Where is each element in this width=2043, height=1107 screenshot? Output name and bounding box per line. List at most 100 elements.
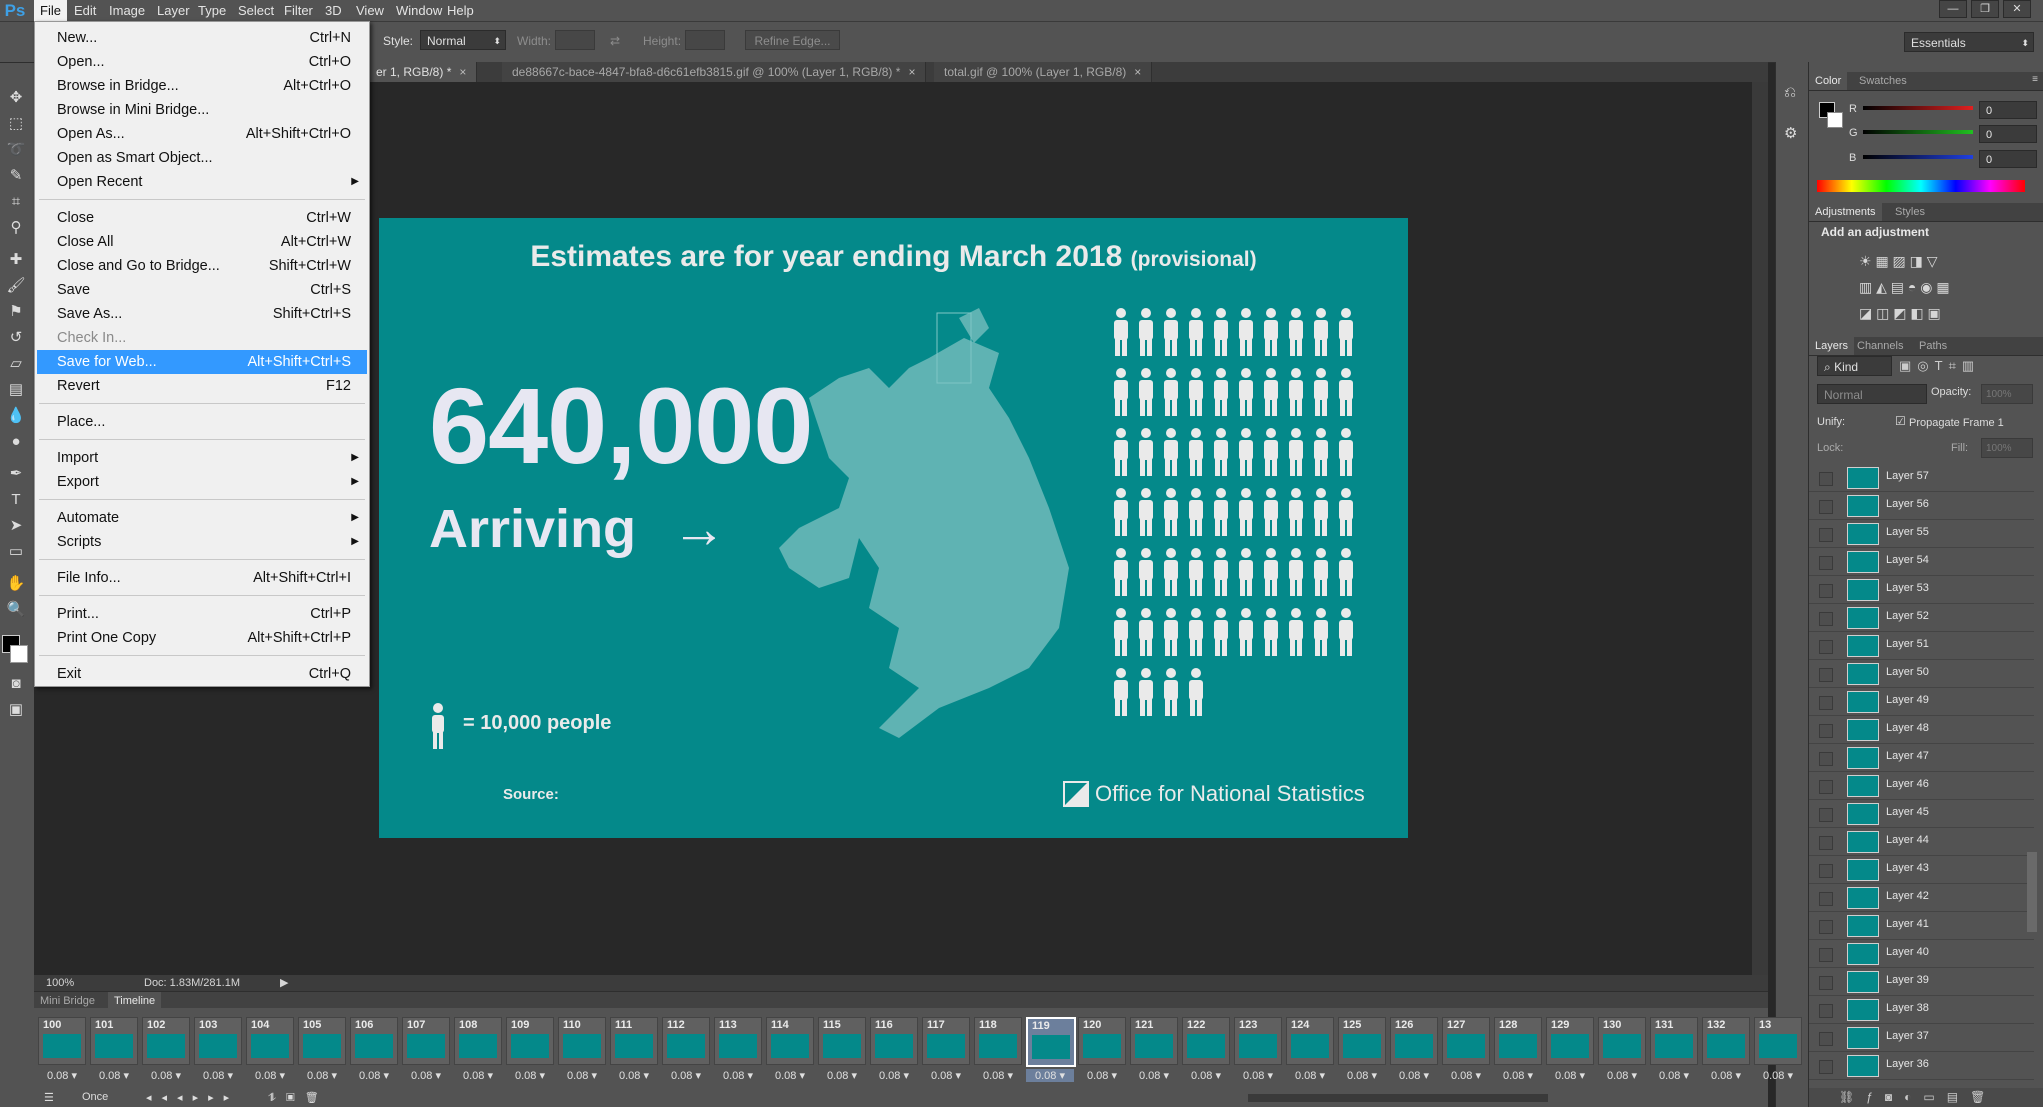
frame-delay-select[interactable]: 0.08 ▾ bbox=[359, 1070, 389, 1082]
frame-thumbnail[interactable]: 103 bbox=[194, 1017, 242, 1065]
frame-delay-select[interactable]: 0.08 ▾ bbox=[255, 1070, 285, 1082]
dodge-tool-icon[interactable]: ● bbox=[11, 433, 21, 450]
frame-thumbnail[interactable]: 131 bbox=[1650, 1017, 1698, 1065]
timeline-frame[interactable]: 131 0.08 ▾ bbox=[1650, 1017, 1698, 1089]
minimize-button[interactable]: — bbox=[1939, 0, 1967, 18]
timeline-frame[interactable]: 109 0.08 ▾ bbox=[506, 1017, 554, 1089]
layer-name[interactable]: Layer 46 bbox=[1886, 778, 1929, 790]
frame-delay-select[interactable]: 0.08 ▾ bbox=[463, 1070, 493, 1082]
frame-thumbnail[interactable]: 13 bbox=[1754, 1017, 1802, 1065]
frame-thumbnail[interactable]: 107 bbox=[402, 1017, 450, 1065]
layer-row[interactable]: Layer 36 bbox=[1809, 1052, 2034, 1080]
layer-name[interactable]: Layer 44 bbox=[1886, 834, 1929, 846]
menu-item-browse-in-bridge[interactable]: Browse in Bridge... Alt+Ctrl+O bbox=[37, 74, 367, 98]
frame-delay-select[interactable]: 0.08 ▾ bbox=[1607, 1070, 1637, 1082]
timeline-frame[interactable]: 112 0.08 ▾ bbox=[662, 1017, 710, 1089]
timeline-frame[interactable]: 132 0.08 ▾ bbox=[1702, 1017, 1750, 1089]
visibility-toggle[interactable] bbox=[1819, 584, 1833, 598]
visibility-toggle[interactable] bbox=[1819, 528, 1833, 542]
eraser-tool-icon[interactable]: ▱ bbox=[10, 355, 22, 372]
frame-thumbnail[interactable]: 114 bbox=[766, 1017, 814, 1065]
timeline-frame[interactable]: 103 0.08 ▾ bbox=[194, 1017, 242, 1089]
layer-name[interactable]: Layer 42 bbox=[1886, 890, 1929, 902]
layer-row[interactable]: Layer 48 bbox=[1809, 716, 2034, 744]
menu-item-file-info[interactable]: File Info... Alt+Shift+Ctrl+I bbox=[37, 566, 367, 590]
pen-tool-icon[interactable]: ✒ bbox=[9, 465, 23, 482]
frame-thumbnail[interactable]: 124 bbox=[1286, 1017, 1334, 1065]
timeline-frame[interactable]: 128 0.08 ▾ bbox=[1494, 1017, 1542, 1089]
tab-paths[interactable]: Paths bbox=[1919, 340, 1948, 352]
panel-menu-icon[interactable]: ≡ bbox=[2032, 74, 2038, 85]
tab-color[interactable]: Color bbox=[1809, 72, 1848, 90]
timeline-frame[interactable]: 101 0.08 ▾ bbox=[90, 1017, 138, 1089]
menu-item-automate[interactable]: Automate ▶ bbox=[37, 506, 367, 530]
visibility-toggle[interactable] bbox=[1819, 556, 1833, 570]
color-slider-r[interactable]: R 0 bbox=[1849, 100, 2037, 122]
menu-item-save[interactable]: Save Ctrl+S bbox=[37, 278, 367, 302]
menu-item-print[interactable]: Print... Ctrl+P bbox=[37, 602, 367, 626]
menu-item-exit[interactable]: Exit Ctrl+Q bbox=[37, 662, 367, 686]
menu-item-place[interactable]: Place... bbox=[37, 410, 367, 434]
frame-delay-select[interactable]: 0.08 ▾ bbox=[671, 1070, 701, 1082]
tab-layers[interactable]: Layers bbox=[1809, 337, 1855, 355]
layer-row[interactable]: Layer 50 bbox=[1809, 660, 2034, 688]
visibility-toggle[interactable] bbox=[1819, 948, 1833, 962]
layer-row[interactable]: Layer 38 bbox=[1809, 996, 2034, 1024]
frame-delay-select[interactable]: 0.08 ▾ bbox=[515, 1070, 545, 1082]
frame-thumbnail[interactable]: 120 bbox=[1078, 1017, 1126, 1065]
propagate-checkbox[interactable]: ☑ bbox=[1895, 414, 1906, 428]
layer-name[interactable]: Layer 41 bbox=[1886, 918, 1929, 930]
menu-filter[interactable]: Filter bbox=[284, 3, 313, 18]
timeline-scrollbar[interactable] bbox=[1248, 1094, 1548, 1102]
layer-row[interactable]: Layer 41 bbox=[1809, 912, 2034, 940]
tab-mini-bridge[interactable]: Mini Bridge bbox=[40, 995, 96, 1007]
close-tab-icon[interactable]: × bbox=[1134, 65, 1142, 79]
frame-delay-select[interactable]: 0.08 ▾ bbox=[1451, 1070, 1481, 1082]
menu-item-browse-in-mini-bridge[interactable]: Browse in Mini Bridge... bbox=[37, 98, 367, 122]
tab-timeline[interactable]: Timeline bbox=[108, 992, 162, 1010]
timeline-frame[interactable]: 121 0.08 ▾ bbox=[1130, 1017, 1178, 1089]
timeline-frame[interactable]: 118 0.08 ▾ bbox=[974, 1017, 1022, 1089]
menu-item-save-for-web[interactable]: Save for Web... Alt+Shift+Ctrl+S bbox=[37, 350, 367, 374]
restore-button[interactable]: ❐ bbox=[1971, 0, 1999, 18]
timeline-frame[interactable]: 120 0.08 ▾ bbox=[1078, 1017, 1126, 1089]
frame-delay-select[interactable]: 0.08 ▾ bbox=[1026, 1069, 1074, 1082]
layer-name[interactable]: Layer 47 bbox=[1886, 750, 1929, 762]
visibility-toggle[interactable] bbox=[1819, 640, 1833, 654]
status-menu-arrow-icon[interactable]: ▶ bbox=[280, 977, 289, 989]
layer-name[interactable]: Layer 43 bbox=[1886, 862, 1929, 874]
layer-row[interactable]: Layer 51 bbox=[1809, 632, 2034, 660]
visibility-toggle[interactable] bbox=[1819, 808, 1833, 822]
frame-delay-select[interactable]: 0.08 ▾ bbox=[1503, 1070, 1533, 1082]
frame-thumbnail[interactable]: 105 bbox=[298, 1017, 346, 1065]
frame-thumbnail[interactable]: 117 bbox=[922, 1017, 970, 1065]
timeline-frame[interactable]: 123 0.08 ▾ bbox=[1234, 1017, 1282, 1089]
properties-icon[interactable]: ⚙ bbox=[1784, 125, 1798, 142]
frame-thumbnail[interactable]: 123 bbox=[1234, 1017, 1282, 1065]
timeline-frame[interactable]: 130 0.08 ▾ bbox=[1598, 1017, 1646, 1089]
timeline-frame[interactable]: 114 0.08 ▾ bbox=[766, 1017, 814, 1089]
timeline-frame[interactable]: 127 0.08 ▾ bbox=[1442, 1017, 1490, 1089]
layer-row[interactable]: Layer 52 bbox=[1809, 604, 2034, 632]
quick-select-tool-icon[interactable]: ✎ bbox=[9, 167, 23, 184]
frame-thumbnail[interactable]: 110 bbox=[558, 1017, 606, 1065]
frame-thumbnail[interactable]: 104 bbox=[246, 1017, 294, 1065]
layer-row[interactable]: Layer 54 bbox=[1809, 548, 2034, 576]
timeline-frame[interactable]: 110 0.08 ▾ bbox=[558, 1017, 606, 1089]
color-spectrum-bar[interactable] bbox=[1817, 180, 2025, 192]
healing-brush-tool-icon[interactable]: ✚ bbox=[9, 251, 23, 268]
layer-row[interactable]: Layer 37 bbox=[1809, 1024, 2034, 1052]
layer-row[interactable]: Layer 55 bbox=[1809, 520, 2034, 548]
layer-row[interactable]: Layer 46 bbox=[1809, 772, 2034, 800]
marquee-tool-icon[interactable]: ⬚ bbox=[8, 115, 24, 132]
frame-thumbnail[interactable]: 115 bbox=[818, 1017, 866, 1065]
width-input[interactable] bbox=[555, 30, 595, 50]
timeline-frame[interactable]: 122 0.08 ▾ bbox=[1182, 1017, 1230, 1089]
layer-name[interactable]: Layer 50 bbox=[1886, 666, 1929, 678]
screen-mode-icon[interactable]: ▣ bbox=[8, 701, 24, 718]
frame-thumbnail[interactable]: 119 bbox=[1026, 1017, 1076, 1067]
menu-layer[interactable]: Layer bbox=[157, 3, 190, 18]
color-slider-g[interactable]: G 0 bbox=[1849, 124, 2037, 146]
menu-select[interactable]: Select bbox=[238, 3, 275, 18]
layer-row[interactable]: Layer 49 bbox=[1809, 688, 2034, 716]
